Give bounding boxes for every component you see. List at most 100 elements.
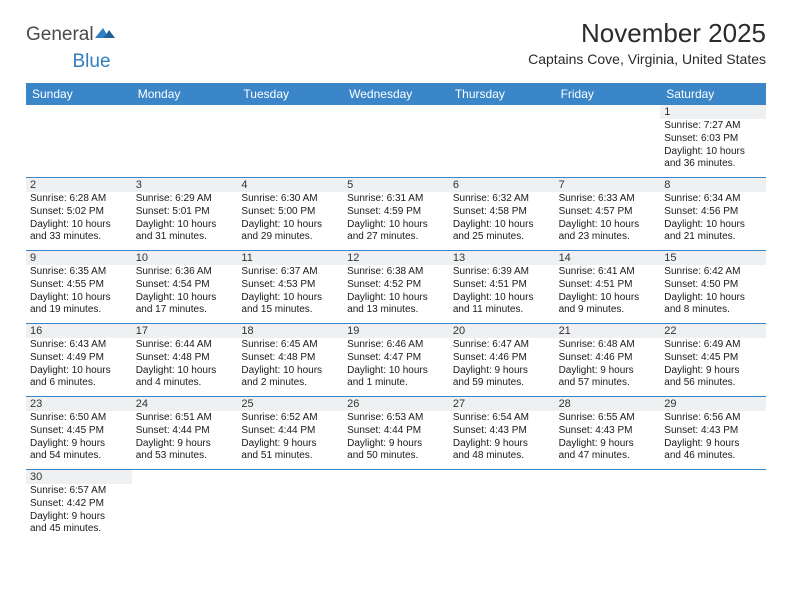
- day-cell: 16Sunrise: 6:43 AM Sunset: 4:49 PM Dayli…: [26, 324, 132, 397]
- week-row: 30Sunrise: 6:57 AM Sunset: 4:42 PM Dayli…: [26, 470, 766, 543]
- day-cell: 15Sunrise: 6:42 AM Sunset: 4:50 PM Dayli…: [660, 251, 766, 324]
- day-cell: 2Sunrise: 6:28 AM Sunset: 5:02 PM Daylig…: [26, 178, 132, 251]
- day-details: Sunrise: 6:38 AM Sunset: 4:52 PM Dayligh…: [347, 266, 445, 317]
- calendar: SundayMondayTuesdayWednesdayThursdayFrid…: [26, 83, 766, 543]
- day-number: 9: [26, 251, 132, 265]
- day-details: Sunrise: 6:30 AM Sunset: 5:00 PM Dayligh…: [241, 193, 339, 244]
- week-row: 2Sunrise: 6:28 AM Sunset: 5:02 PM Daylig…: [26, 178, 766, 251]
- day-cell: 17Sunrise: 6:44 AM Sunset: 4:48 PM Dayli…: [132, 324, 238, 397]
- day-cell: 6Sunrise: 6:32 AM Sunset: 4:58 PM Daylig…: [449, 178, 555, 251]
- day-number: 5: [343, 178, 449, 192]
- flag-icon: [95, 24, 115, 46]
- day-number: 3: [132, 178, 238, 192]
- page-title: November 2025: [528, 18, 766, 49]
- day-details: Sunrise: 6:29 AM Sunset: 5:01 PM Dayligh…: [136, 193, 234, 244]
- day-details: Sunrise: 6:52 AM Sunset: 4:44 PM Dayligh…: [241, 412, 339, 463]
- day-number: 30: [26, 470, 132, 484]
- day-cell: 9Sunrise: 6:35 AM Sunset: 4:55 PM Daylig…: [26, 251, 132, 324]
- weekday-tuesday: Tuesday: [237, 83, 343, 105]
- day-details: Sunrise: 6:46 AM Sunset: 4:47 PM Dayligh…: [347, 339, 445, 390]
- day-cell: 12Sunrise: 6:38 AM Sunset: 4:52 PM Dayli…: [343, 251, 449, 324]
- week-row: 1Sunrise: 7:27 AM Sunset: 6:03 PM Daylig…: [26, 105, 766, 178]
- day-cell: 1Sunrise: 7:27 AM Sunset: 6:03 PM Daylig…: [660, 105, 766, 178]
- day-number: 1: [660, 105, 766, 119]
- day-details: Sunrise: 6:37 AM Sunset: 4:53 PM Dayligh…: [241, 266, 339, 317]
- day-number: 6: [449, 178, 555, 192]
- weekday-wednesday: Wednesday: [343, 83, 449, 105]
- day-details: Sunrise: 6:54 AM Sunset: 4:43 PM Dayligh…: [453, 412, 551, 463]
- weekday-sunday: Sunday: [26, 83, 132, 105]
- day-details: Sunrise: 6:35 AM Sunset: 4:55 PM Dayligh…: [30, 266, 128, 317]
- day-number: 19: [343, 324, 449, 338]
- day-details: Sunrise: 6:41 AM Sunset: 4:51 PM Dayligh…: [559, 266, 657, 317]
- day-details: Sunrise: 6:50 AM Sunset: 4:45 PM Dayligh…: [30, 412, 128, 463]
- day-cell: 24Sunrise: 6:51 AM Sunset: 4:44 PM Dayli…: [132, 397, 238, 470]
- day-number: 21: [555, 324, 661, 338]
- day-details: Sunrise: 6:42 AM Sunset: 4:50 PM Dayligh…: [664, 266, 762, 317]
- day-number: 20: [449, 324, 555, 338]
- logo-text-2: Blue: [72, 51, 110, 73]
- day-details: Sunrise: 6:53 AM Sunset: 4:44 PM Dayligh…: [347, 412, 445, 463]
- empty-cell: [343, 105, 449, 178]
- day-cell: 7Sunrise: 6:33 AM Sunset: 4:57 PM Daylig…: [555, 178, 661, 251]
- day-number: 11: [237, 251, 343, 265]
- day-number: 2: [26, 178, 132, 192]
- day-cell: 22Sunrise: 6:49 AM Sunset: 4:45 PM Dayli…: [660, 324, 766, 397]
- empty-cell: [343, 470, 449, 543]
- empty-cell: [555, 470, 661, 543]
- day-details: Sunrise: 6:31 AM Sunset: 4:59 PM Dayligh…: [347, 193, 445, 244]
- day-details: Sunrise: 6:51 AM Sunset: 4:44 PM Dayligh…: [136, 412, 234, 463]
- day-cell: 27Sunrise: 6:54 AM Sunset: 4:43 PM Dayli…: [449, 397, 555, 470]
- day-cell: 23Sunrise: 6:50 AM Sunset: 4:45 PM Dayli…: [26, 397, 132, 470]
- day-number: 29: [660, 397, 766, 411]
- empty-cell: [26, 105, 132, 178]
- day-number: 17: [132, 324, 238, 338]
- day-details: Sunrise: 6:44 AM Sunset: 4:48 PM Dayligh…: [136, 339, 234, 390]
- empty-cell: [449, 470, 555, 543]
- day-cell: 14Sunrise: 6:41 AM Sunset: 4:51 PM Dayli…: [555, 251, 661, 324]
- day-cell: 3Sunrise: 6:29 AM Sunset: 5:01 PM Daylig…: [132, 178, 238, 251]
- weekday-monday: Monday: [132, 83, 238, 105]
- week-row: 9Sunrise: 6:35 AM Sunset: 4:55 PM Daylig…: [26, 251, 766, 324]
- day-details: Sunrise: 6:34 AM Sunset: 4:56 PM Dayligh…: [664, 193, 762, 244]
- week-row: 23Sunrise: 6:50 AM Sunset: 4:45 PM Dayli…: [26, 397, 766, 470]
- day-number: 10: [132, 251, 238, 265]
- day-cell: 21Sunrise: 6:48 AM Sunset: 4:46 PM Dayli…: [555, 324, 661, 397]
- day-cell: 11Sunrise: 6:37 AM Sunset: 4:53 PM Dayli…: [237, 251, 343, 324]
- day-cell: 19Sunrise: 6:46 AM Sunset: 4:47 PM Dayli…: [343, 324, 449, 397]
- empty-cell: [132, 105, 238, 178]
- day-details: Sunrise: 6:39 AM Sunset: 4:51 PM Dayligh…: [453, 266, 551, 317]
- day-cell: 29Sunrise: 6:56 AM Sunset: 4:43 PM Dayli…: [660, 397, 766, 470]
- day-number: 26: [343, 397, 449, 411]
- day-number: 13: [449, 251, 555, 265]
- empty-cell: [555, 105, 661, 178]
- weeks-container: 1Sunrise: 7:27 AM Sunset: 6:03 PM Daylig…: [26, 105, 766, 543]
- day-number: 27: [449, 397, 555, 411]
- day-details: Sunrise: 6:28 AM Sunset: 5:02 PM Dayligh…: [30, 193, 128, 244]
- day-number: 28: [555, 397, 661, 411]
- day-number: 15: [660, 251, 766, 265]
- day-number: 16: [26, 324, 132, 338]
- day-cell: 28Sunrise: 6:55 AM Sunset: 4:43 PM Dayli…: [555, 397, 661, 470]
- day-cell: 26Sunrise: 6:53 AM Sunset: 4:44 PM Dayli…: [343, 397, 449, 470]
- day-number: 7: [555, 178, 661, 192]
- day-details: Sunrise: 6:49 AM Sunset: 4:45 PM Dayligh…: [664, 339, 762, 390]
- day-number: 24: [132, 397, 238, 411]
- day-details: Sunrise: 6:36 AM Sunset: 4:54 PM Dayligh…: [136, 266, 234, 317]
- day-details: Sunrise: 6:55 AM Sunset: 4:43 PM Dayligh…: [559, 412, 657, 463]
- title-block: November 2025 Captains Cove, Virginia, U…: [528, 18, 766, 67]
- day-cell: 4Sunrise: 6:30 AM Sunset: 5:00 PM Daylig…: [237, 178, 343, 251]
- day-details: Sunrise: 6:48 AM Sunset: 4:46 PM Dayligh…: [559, 339, 657, 390]
- day-number: 25: [237, 397, 343, 411]
- page-subtitle: Captains Cove, Virginia, United States: [528, 51, 766, 67]
- day-details: Sunrise: 7:27 AM Sunset: 6:03 PM Dayligh…: [664, 120, 762, 171]
- day-cell: 18Sunrise: 6:45 AM Sunset: 4:48 PM Dayli…: [237, 324, 343, 397]
- day-details: Sunrise: 6:45 AM Sunset: 4:48 PM Dayligh…: [241, 339, 339, 390]
- day-cell: 30Sunrise: 6:57 AM Sunset: 4:42 PM Dayli…: [26, 470, 132, 543]
- day-details: Sunrise: 6:57 AM Sunset: 4:42 PM Dayligh…: [30, 485, 128, 536]
- empty-cell: [449, 105, 555, 178]
- day-number: 8: [660, 178, 766, 192]
- weekday-saturday: Saturday: [660, 83, 766, 105]
- empty-cell: [132, 470, 238, 543]
- weekday-thursday: Thursday: [449, 83, 555, 105]
